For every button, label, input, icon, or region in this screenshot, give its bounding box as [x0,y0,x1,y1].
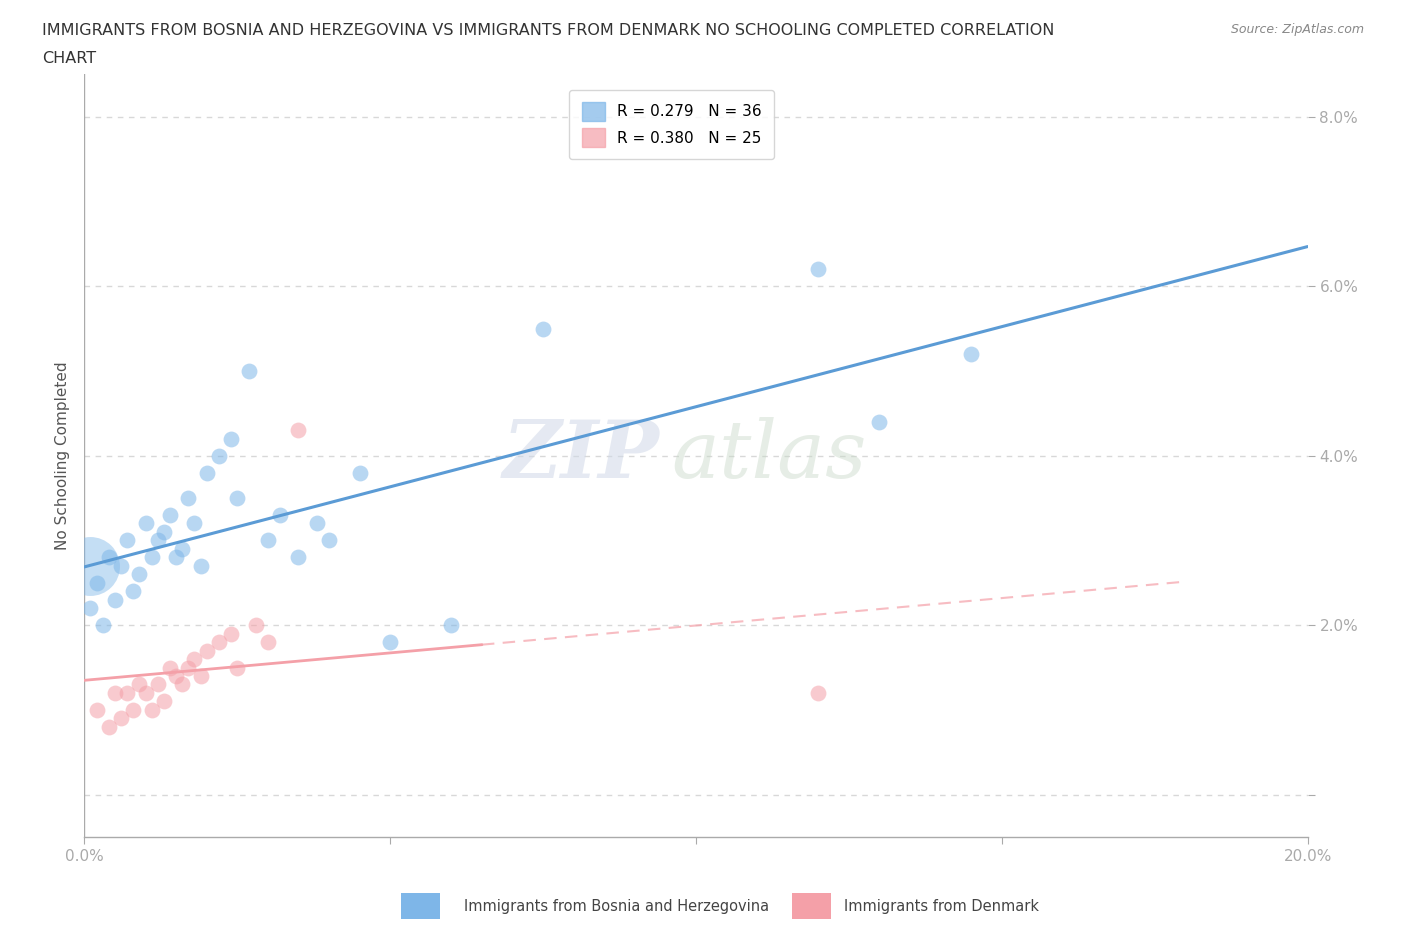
Point [104,685,127,700]
Point [208,448,231,463]
Point [153,525,176,539]
Point [146,533,169,548]
Text: Immigrants from Bosnia and Herzegovina: Immigrants from Bosnia and Herzegovina [464,899,769,914]
Point [104,592,127,607]
Point [79,601,101,616]
Point [135,516,157,531]
Text: CHART: CHART [42,51,96,66]
Point [208,634,231,649]
Point [165,669,187,684]
Text: ZIP: ZIP [502,417,659,495]
Point [135,685,157,700]
Point [318,533,340,548]
Point [257,634,280,649]
Point [257,533,280,548]
Text: Immigrants from Denmark: Immigrants from Denmark [844,899,1039,914]
Point [219,432,242,446]
Legend: R = 0.279   N = 36, R = 0.380   N = 25: R = 0.279 N = 36, R = 0.380 N = 25 [569,89,773,159]
Point [245,618,267,632]
Point [287,550,309,565]
Point [531,321,554,336]
Point [190,558,212,573]
Text: Source: ZipAtlas.com: Source: ZipAtlas.com [1230,23,1364,36]
Point [146,677,169,692]
Point [807,262,830,277]
Point [128,567,150,582]
Point [219,626,242,641]
Point [226,491,249,506]
Point [238,364,260,379]
Point [122,584,145,599]
Point [269,508,291,523]
Point [115,685,138,700]
Point [226,660,249,675]
Point [807,685,830,700]
Text: IMMIGRANTS FROM BOSNIA AND HERZEGOVINA VS IMMIGRANTS FROM DENMARK NO SCHOOLING C: IMMIGRANTS FROM BOSNIA AND HERZEGOVINA V… [42,23,1054,38]
Point [141,702,163,717]
Point [110,558,132,573]
Point [153,694,176,709]
Point [960,347,983,362]
Point [86,576,108,591]
Point [177,660,200,675]
Point [380,634,402,649]
Point [97,720,120,735]
Point [128,677,150,692]
Point [195,465,218,480]
Point [305,516,328,531]
Point [86,702,108,717]
Y-axis label: No Schooling Completed: No Schooling Completed [55,362,70,550]
Point [141,550,163,565]
Point [172,677,194,692]
Point [869,415,891,430]
Point [195,644,218,658]
Point [91,618,114,632]
Point [97,550,120,565]
Point [159,508,181,523]
Point [115,533,138,548]
Point [440,618,463,632]
Point [122,702,145,717]
Point [183,516,205,531]
Point [159,660,181,675]
Point [79,558,101,573]
Point [287,423,309,438]
Point [183,652,205,667]
Point [172,541,194,556]
Point [190,669,212,684]
Text: atlas: atlas [672,417,868,495]
Point [349,465,371,480]
Point [177,491,200,506]
Point [110,711,132,725]
Point [165,550,187,565]
